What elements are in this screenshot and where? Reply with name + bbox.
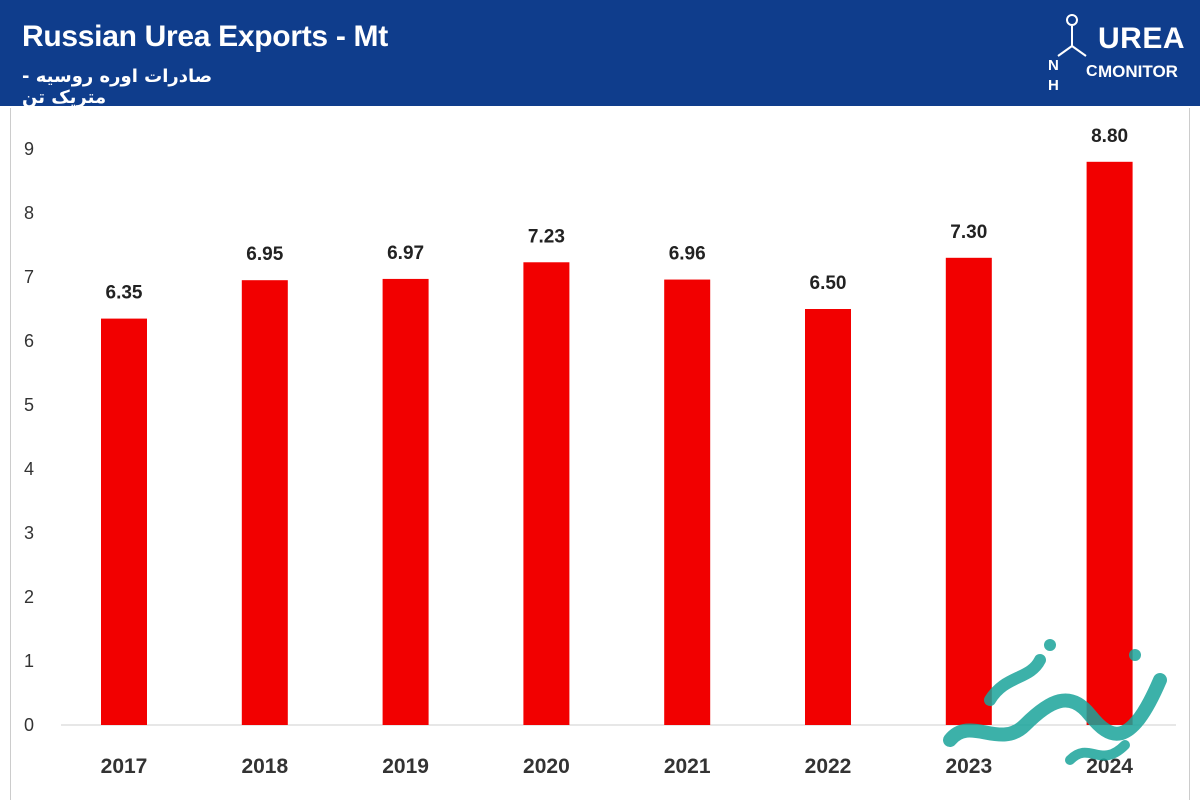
y-tick-label: 6 — [24, 331, 34, 351]
y-tick-label: 9 — [24, 139, 34, 159]
bar-value-label: 6.50 — [810, 273, 847, 294]
svg-text:N: N — [1048, 57, 1059, 74]
bar-value-label: 6.95 — [246, 244, 283, 265]
chart-area: 0 1 2 3 4 5 6 7 8 9 6.35 2017 6.95 2018 6.97 2019 7.23 20… — [10, 108, 1190, 800]
x-tick-label: 2022 — [805, 755, 852, 778]
x-tick-label: 2017 — [101, 755, 148, 778]
bar — [1086, 161, 1133, 726]
y-tick-label: 0 — [24, 715, 34, 735]
bar — [945, 257, 992, 725]
x-tick-label: 2021 — [664, 755, 711, 778]
chart-title: Russian Urea Exports - Mt — [22, 20, 388, 53]
bar-value-label: 6.35 — [106, 283, 143, 304]
chart-header: Russian Urea Exports - Mt صادرات اوره رو… — [0, 0, 1200, 108]
svg-text:C: C — [1086, 63, 1098, 80]
urea-molecule-icon: N H C — [1048, 14, 1098, 94]
y-tick-label: 8 — [24, 203, 34, 223]
bar-chart: 0 1 2 3 4 5 6 7 8 9 6.35 2017 6.95 2018 6.97 2019 7.23 20… — [24, 126, 1176, 778]
x-tick-label: 2019 — [382, 755, 429, 778]
bar — [101, 318, 147, 725]
bar-value-label: 7.23 — [528, 226, 565, 247]
y-tick-label: 5 — [24, 395, 34, 415]
publisher-watermark — [943, 639, 1167, 765]
y-tick-label: 1 — [24, 651, 34, 671]
bar-value-label: 6.96 — [669, 244, 706, 265]
y-tick-label: 2 — [24, 587, 34, 607]
bar — [805, 309, 851, 725]
y-tick-label: 7 — [24, 267, 34, 287]
logo-wordmark: UREA — [1098, 22, 1186, 55]
bar-value-label: 7.30 — [950, 222, 987, 243]
bar — [523, 262, 570, 725]
x-tick-label: 2024 — [1086, 755, 1133, 778]
bar-value-label: 8.80 — [1091, 126, 1128, 147]
svg-text:H: H — [1048, 77, 1059, 94]
chart-subtitle: صادرات اوره روسیه - متریک تن — [22, 66, 213, 108]
x-tick-label: 2023 — [945, 755, 992, 778]
y-tick-label: 3 — [24, 523, 34, 543]
y-tick-label: 4 — [24, 459, 34, 479]
x-tick-label: 2020 — [523, 755, 570, 778]
bar — [382, 278, 429, 725]
bar-value-label: 6.97 — [387, 243, 424, 264]
bar — [241, 280, 288, 725]
bar — [664, 279, 711, 725]
x-tick-label: 2018 — [241, 755, 288, 778]
logo-subtitle: MONITOR — [1098, 62, 1178, 81]
